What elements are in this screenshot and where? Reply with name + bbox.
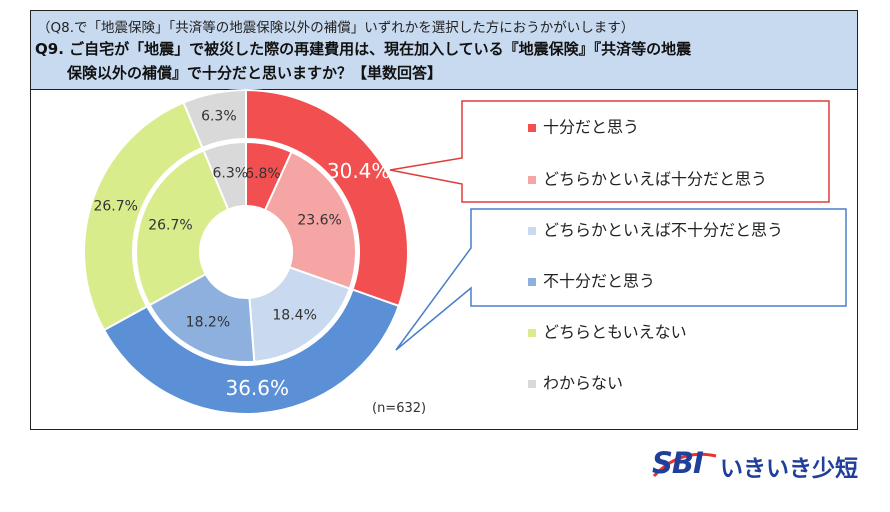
legend-label-0: 十分だと思う xyxy=(543,118,639,137)
callout-insufficient xyxy=(395,208,847,351)
outer-ring-label-2: 26.7% xyxy=(93,198,137,214)
inner-ring-slice-1 xyxy=(263,150,357,290)
legend-label-4: どちらともいえない xyxy=(543,323,687,342)
outer-ring-label-1: 36.6% xyxy=(225,376,289,400)
legend-label-3: 不十分だと思う xyxy=(543,272,655,291)
logo-sbi-text: SBI xyxy=(652,446,704,480)
legend-marker-2 xyxy=(528,227,536,235)
inner-ring-label-2: 18.4% xyxy=(272,308,316,324)
question-subtitle: （Q8.で「地震保険」「共済等の地震保険以外の補償」いずれかを選択した方におうか… xyxy=(37,20,635,36)
outer-ring-slice-3 xyxy=(182,88,247,150)
inner-ring-label-4: 26.7% xyxy=(148,218,192,234)
legend-marker-1 xyxy=(528,176,536,184)
outer-ring-slice-1 xyxy=(102,288,401,415)
legend-marker-4 xyxy=(528,329,536,337)
legend-label-5: わからない xyxy=(543,374,623,393)
inner-ring-slice-4 xyxy=(135,149,230,307)
logo-swoosh-icon xyxy=(652,452,717,478)
question-header: （Q8.で「地震保険」「共済等の地震保険以外の補償」いずれかを選択した方におうか… xyxy=(31,11,857,90)
inner-ring-label-3: 18.2% xyxy=(186,314,230,330)
sample-size-label: (n=632) xyxy=(372,401,426,416)
question-line-1: Q9. ご自宅が「地震」で被災した際の再建費用は、現在加入している『地震保険』『… xyxy=(35,40,692,58)
callout-sufficient xyxy=(389,100,830,203)
inner-ring-label-5: 6.3% xyxy=(212,166,248,182)
outer-ring-label-3: 6.3% xyxy=(201,109,237,125)
inner-ring-label-1: 23.6% xyxy=(297,213,341,229)
inner-ring-label-0: 6.8% xyxy=(245,166,281,182)
inner-ring-slice-3 xyxy=(148,272,256,363)
company-logo: SBI いきいき少短 xyxy=(650,446,860,486)
outer-ring-slice-0 xyxy=(245,88,409,308)
legend-label-2: どちらかといえば不十分だと思う xyxy=(543,221,783,240)
legend-label-1: どちらかといえば十分だと思う xyxy=(543,170,767,189)
logo-company-name: いきいき少短 xyxy=(720,456,858,482)
inner-ring-slice-2 xyxy=(248,266,352,363)
question-line-2: 保険以外の補償』で十分だと思いますか？【単数回答】 xyxy=(67,64,443,82)
legend-marker-5 xyxy=(528,380,536,388)
inner-ring-slice-5 xyxy=(202,140,247,211)
legend-marker-3 xyxy=(528,278,536,286)
legend-marker-0 xyxy=(528,124,536,132)
outer-ring-label-0: 30.4% xyxy=(327,159,391,183)
